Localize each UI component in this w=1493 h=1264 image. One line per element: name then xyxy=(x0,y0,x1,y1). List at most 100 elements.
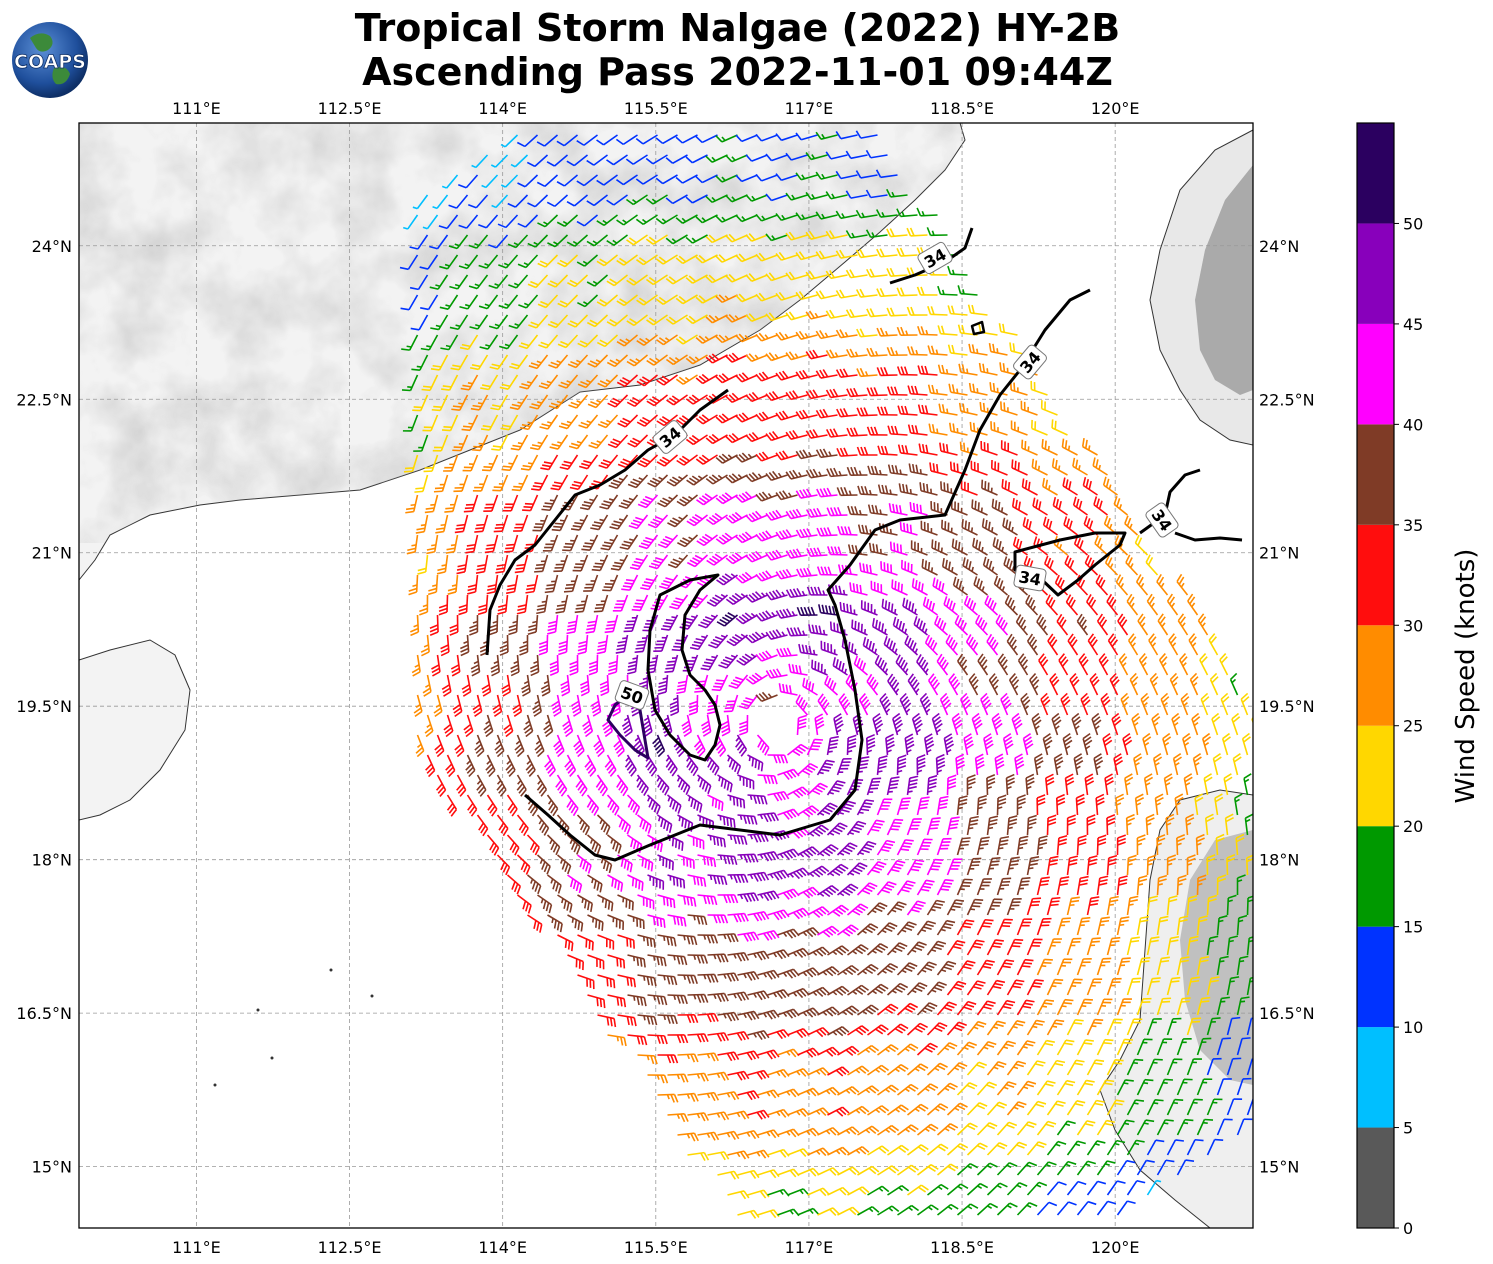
wind-barb xyxy=(596,134,618,146)
wind-barb xyxy=(856,328,878,338)
wind-barb xyxy=(775,173,798,182)
wind-barb xyxy=(406,534,419,555)
wind-barb xyxy=(647,514,669,529)
wind-barb xyxy=(825,428,848,438)
wind-barb xyxy=(795,449,818,460)
wind-barb xyxy=(735,372,758,383)
wind-barb xyxy=(847,505,868,516)
wind-barb xyxy=(566,194,589,207)
wind-barb xyxy=(805,507,828,518)
wind-barb xyxy=(578,454,599,470)
wind-barb xyxy=(457,174,479,189)
wind-barb xyxy=(645,194,668,205)
wind-barb xyxy=(785,231,808,241)
wind-barb xyxy=(685,194,708,204)
wind-barb xyxy=(695,134,718,144)
wind-barb xyxy=(510,434,529,451)
wind-barb xyxy=(1061,438,1078,456)
wind-barb xyxy=(597,374,619,388)
wind-barb xyxy=(481,174,499,189)
wind-barb xyxy=(636,374,659,387)
wind-barb xyxy=(405,494,419,514)
wind-barb xyxy=(482,454,499,472)
wind-barb xyxy=(432,194,449,210)
wind-barb xyxy=(530,434,549,451)
wind-barb xyxy=(546,194,569,208)
wind-barb xyxy=(896,287,918,297)
wind-barb xyxy=(606,194,628,206)
wind-barb xyxy=(929,462,948,476)
wind-barb xyxy=(825,230,848,240)
wind-barb xyxy=(645,234,668,245)
wind-barb xyxy=(675,294,698,305)
lon-tick-label-bottom: 112.5°E xyxy=(318,1238,382,1257)
wind-barb xyxy=(765,391,788,402)
wind-barb xyxy=(491,434,509,451)
wind-barb xyxy=(958,402,978,416)
wind-barb xyxy=(735,491,758,503)
wind-barb xyxy=(626,234,648,246)
wind-barb xyxy=(816,527,838,537)
wind-barb xyxy=(517,254,539,269)
wind-barb xyxy=(500,174,519,188)
wind-barb xyxy=(598,454,619,469)
wind-barb xyxy=(636,254,658,266)
wind-barb xyxy=(489,354,509,370)
wind-barb xyxy=(1032,497,1048,516)
wind-barb xyxy=(835,249,858,259)
title-line-1: Tropical Storm Nalgae (2022) HY-2B xyxy=(354,6,1121,50)
wind-barb xyxy=(795,291,818,301)
wind-barb xyxy=(745,313,768,322)
wind-barb xyxy=(556,174,579,187)
wind-barb xyxy=(458,254,479,270)
wind-barb xyxy=(441,374,459,391)
wind-barb xyxy=(432,434,449,452)
wind-barb xyxy=(735,293,758,303)
wind-barb xyxy=(1102,476,1118,496)
lat-tick-label-left: 18°N xyxy=(32,851,72,870)
wind-barb xyxy=(557,254,579,268)
wind-barb xyxy=(696,533,718,547)
wind-barb xyxy=(745,233,768,242)
wind-barb xyxy=(745,431,768,443)
wind-barb xyxy=(785,271,808,281)
wind-barb xyxy=(657,534,679,549)
wind-barb xyxy=(785,311,808,321)
wind-barb xyxy=(478,254,499,269)
wind-barb xyxy=(705,512,728,526)
wind-barb xyxy=(646,394,668,407)
wind-barb xyxy=(586,154,608,166)
wind-barb xyxy=(430,314,449,331)
wind-barb xyxy=(826,507,848,517)
wind-barb xyxy=(511,474,529,492)
wind-barb xyxy=(825,309,848,319)
wind-barb xyxy=(490,394,509,411)
wind-barb xyxy=(755,133,778,142)
wind-barb xyxy=(536,174,559,188)
wind-barb xyxy=(409,274,429,291)
wind-barb xyxy=(638,534,659,550)
wind-barb xyxy=(695,373,718,385)
wind-barb xyxy=(553,554,569,573)
wind-barb xyxy=(855,130,878,139)
wind-barb xyxy=(470,394,489,411)
wind-barb xyxy=(705,154,728,163)
wind-barb xyxy=(547,274,569,288)
wind-barb xyxy=(865,229,888,239)
wind-barb xyxy=(937,325,958,336)
wind-barb xyxy=(655,294,678,305)
wind-barb xyxy=(795,488,818,499)
wind-barb xyxy=(957,285,978,296)
wind-barb xyxy=(867,504,888,516)
wind-barb xyxy=(795,251,818,261)
wind-barb xyxy=(825,349,848,359)
wind-barb xyxy=(715,294,738,304)
wind-barb xyxy=(459,294,479,310)
wind-barb xyxy=(715,334,738,344)
wind-barb xyxy=(795,212,818,221)
wind-barb xyxy=(665,314,688,325)
lat-tick-label-left: 19.5°N xyxy=(16,697,72,716)
wind-barb xyxy=(836,447,858,457)
wind-barb xyxy=(627,434,649,448)
lat-tick-label-right: 22.5°N xyxy=(1259,390,1315,409)
